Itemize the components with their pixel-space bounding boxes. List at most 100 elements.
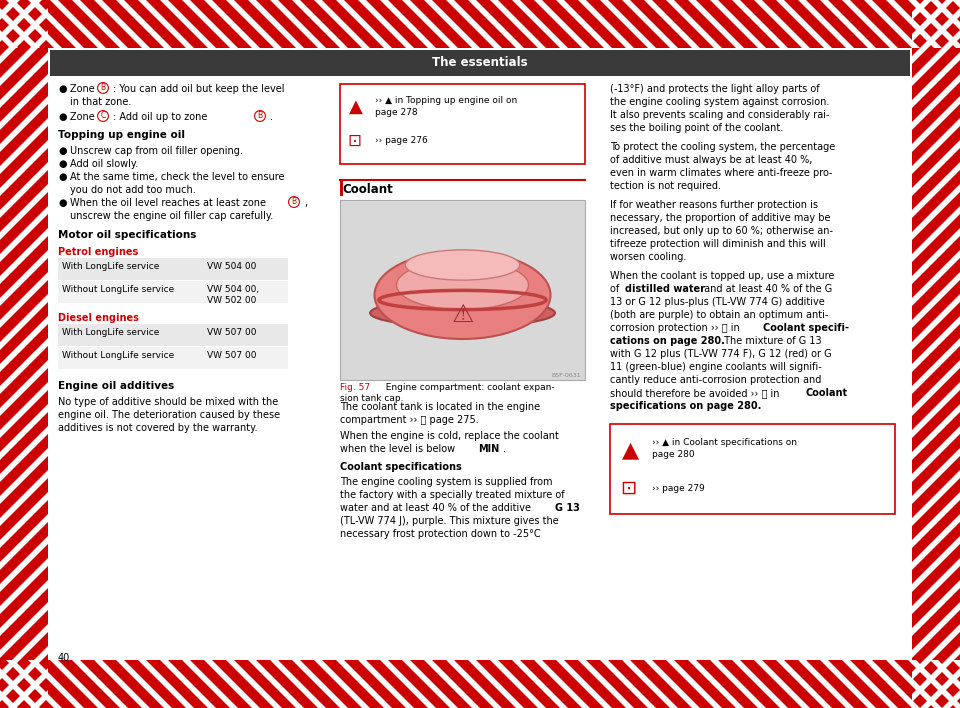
Polygon shape [622, 0, 678, 48]
Polygon shape [710, 0, 766, 48]
Ellipse shape [396, 261, 529, 310]
Polygon shape [912, 294, 960, 350]
Polygon shape [0, 514, 48, 570]
Polygon shape [578, 0, 634, 48]
Polygon shape [908, 660, 960, 708]
Polygon shape [586, 660, 648, 708]
Polygon shape [0, 698, 48, 708]
Polygon shape [912, 492, 960, 548]
Polygon shape [0, 0, 10, 48]
Polygon shape [6, 0, 62, 48]
Polygon shape [146, 660, 208, 708]
Text: !: ! [354, 106, 358, 116]
Polygon shape [850, 0, 912, 48]
Polygon shape [912, 258, 960, 320]
Polygon shape [912, 316, 960, 372]
Text: The mixture of G 13: The mixture of G 13 [721, 336, 822, 346]
Polygon shape [190, 660, 252, 708]
Polygon shape [72, 660, 128, 708]
Text: additives is not covered by the warranty.: additives is not covered by the warranty… [58, 423, 257, 433]
Text: ⚠: ⚠ [451, 303, 473, 327]
Polygon shape [28, 0, 84, 48]
Polygon shape [116, 0, 172, 48]
Text: ●: ● [58, 198, 66, 208]
Polygon shape [344, 0, 406, 48]
Polygon shape [0, 580, 48, 636]
Text: in that zone.: in that zone. [70, 97, 132, 107]
Text: page 278: page 278 [375, 108, 418, 117]
Text: ses the boiling point of the coolant.: ses the boiling point of the coolant. [610, 123, 783, 133]
Polygon shape [912, 478, 960, 540]
Text: (TL-VW 774 J), purple. This mixture gives the: (TL-VW 774 J), purple. This mixture give… [340, 516, 559, 526]
Text: compartment ›› 🏠 page 275.: compartment ›› 🏠 page 275. [340, 415, 479, 425]
Polygon shape [534, 0, 590, 48]
Polygon shape [912, 544, 960, 606]
Bar [340, 200, 585, 380]
Polygon shape [842, 660, 898, 708]
Polygon shape [912, 470, 960, 526]
Bar [58, 347, 288, 369]
Text: ▲: ▲ [621, 440, 638, 460]
Polygon shape [28, 660, 84, 708]
Polygon shape [912, 448, 960, 504]
Polygon shape [762, 0, 824, 48]
Text: ›› page 276: ›› page 276 [375, 136, 428, 145]
Polygon shape [0, 500, 48, 562]
Polygon shape [14, 660, 76, 708]
Polygon shape [912, 602, 960, 658]
Polygon shape [798, 660, 854, 708]
Polygon shape [0, 660, 10, 708]
Bar [50, 50, 910, 76]
Polygon shape [652, 660, 714, 708]
Text: G 13: G 13 [555, 503, 580, 513]
Text: : You can add oil but keep the level: : You can add oil but keep the level [113, 84, 284, 94]
Polygon shape [912, 192, 960, 254]
Polygon shape [740, 660, 802, 708]
Ellipse shape [371, 299, 555, 327]
Polygon shape [718, 660, 780, 708]
Polygon shape [292, 0, 348, 48]
Polygon shape [204, 0, 260, 48]
Polygon shape [0, 272, 48, 328]
Polygon shape [138, 0, 194, 48]
Polygon shape [820, 0, 876, 48]
Polygon shape [912, 610, 960, 672]
Polygon shape [0, 660, 18, 708]
Polygon shape [512, 660, 568, 708]
Polygon shape [0, 236, 48, 298]
Text: ›› page 279: ›› page 279 [652, 484, 705, 493]
Polygon shape [0, 0, 48, 56]
Polygon shape [0, 470, 48, 526]
Text: ⊡: ⊡ [348, 132, 361, 150]
Text: ›› ▲ in Coolant specifications on: ›› ▲ in Coolant specifications on [652, 438, 797, 447]
Polygon shape [622, 660, 678, 708]
Polygon shape [0, 610, 48, 672]
Polygon shape [0, 30, 48, 86]
Polygon shape [314, 0, 370, 48]
Polygon shape [912, 580, 960, 636]
Polygon shape [564, 0, 626, 48]
Polygon shape [0, 632, 48, 694]
Polygon shape [388, 660, 450, 708]
Bar [610, 424, 895, 514]
Text: ●: ● [58, 112, 66, 122]
Text: and at least 40 % of the G: and at least 40 % of the G [701, 284, 832, 294]
Polygon shape [952, 660, 960, 708]
Polygon shape [498, 660, 560, 708]
Polygon shape [644, 0, 700, 48]
Polygon shape [912, 52, 960, 108]
Polygon shape [0, 74, 48, 130]
Polygon shape [322, 0, 384, 48]
Polygon shape [0, 338, 48, 394]
Text: of: of [610, 284, 622, 294]
Text: 40: 40 [58, 653, 70, 663]
Polygon shape [938, 660, 960, 708]
Polygon shape [358, 0, 414, 48]
Text: (-13°F) and protects the light alloy parts of: (-13°F) and protects the light alloy par… [610, 84, 820, 94]
Polygon shape [520, 660, 582, 708]
Polygon shape [912, 0, 960, 20]
Text: (both are purple) to obtain an optimum anti-: (both are purple) to obtain an optimum a… [610, 310, 828, 320]
Text: page 280: page 280 [652, 450, 695, 459]
Text: VW 504 00,: VW 504 00, [207, 285, 259, 294]
Text: ●: ● [58, 159, 66, 169]
